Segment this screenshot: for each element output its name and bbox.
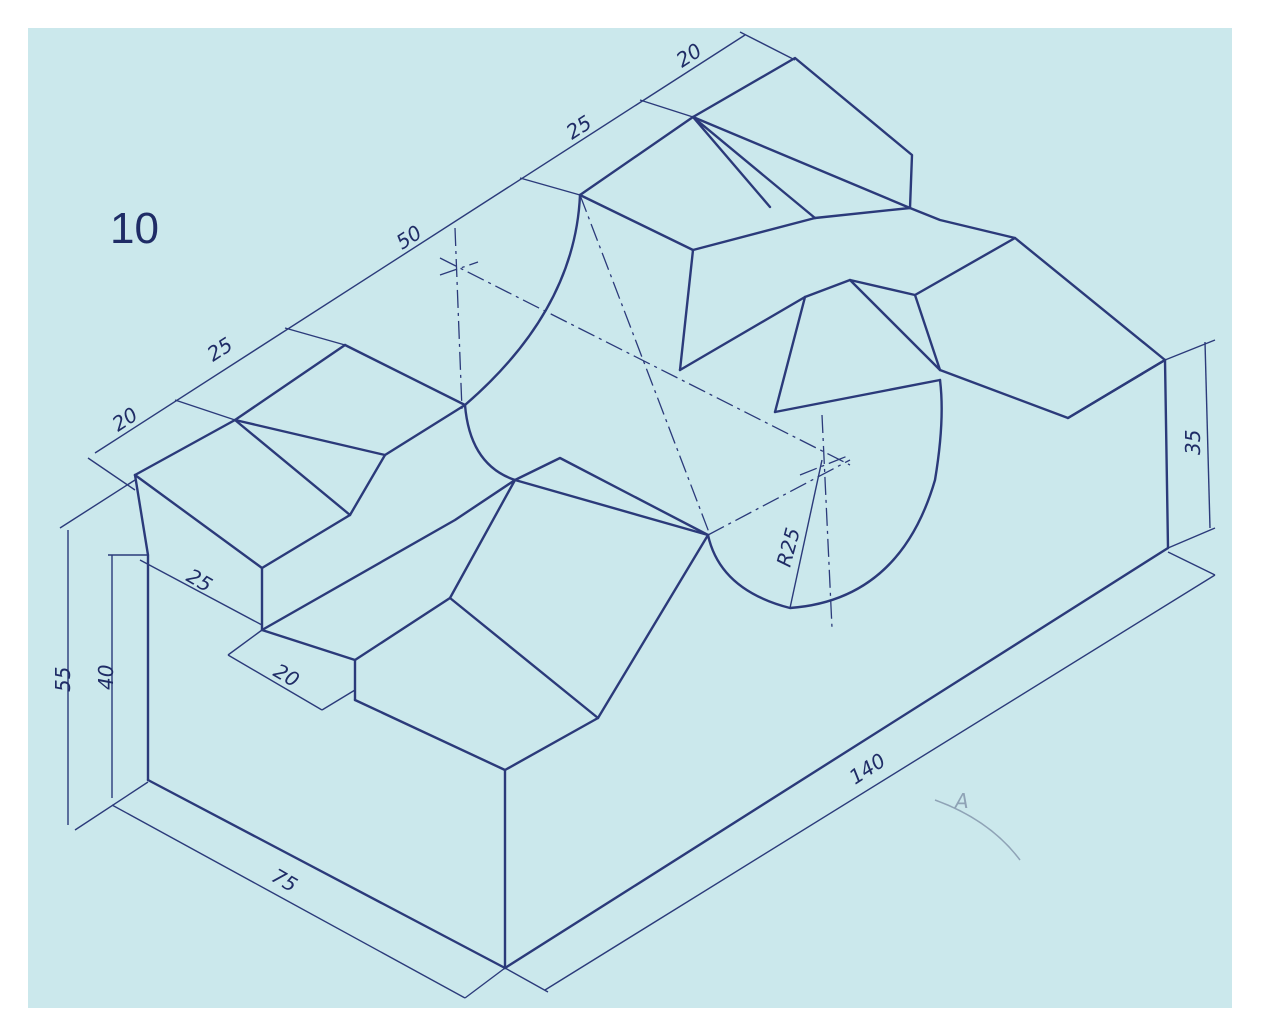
dim-top-50: 50 [392, 220, 426, 254]
dim-side-25: 25 [183, 564, 217, 598]
dim-height-55: 55 [51, 667, 75, 692]
centre-lines [439, 194, 851, 629]
exercise-number: 10 [110, 204, 159, 253]
drawing-sheet: 10 20 25 50 25 20 25 20 55 40 35 75 140 … [28, 28, 1232, 1008]
block-outline [133, 358, 1170, 970]
dim-side-20: 20 [270, 659, 304, 693]
dim-top-25-right: 25 [562, 110, 596, 144]
margin-mark: A [953, 789, 969, 813]
top-steps [133, 56, 1167, 772]
dim-top-20-left: 20 [108, 402, 142, 436]
dimension-lines [59, 31, 1216, 999]
dim-top-20-right: 20 [672, 38, 706, 72]
isometric-drawing: 10 20 25 50 25 20 25 20 55 40 35 75 140 … [51, 31, 1216, 999]
dim-length-140: 140 [845, 748, 890, 789]
dim-height-35: 35 [1181, 430, 1205, 455]
semicircle-cutout [463, 193, 943, 610]
dim-height-40: 40 [94, 665, 118, 690]
margin-arc [934, 799, 1021, 861]
dim-top-25-left: 25 [203, 332, 237, 366]
